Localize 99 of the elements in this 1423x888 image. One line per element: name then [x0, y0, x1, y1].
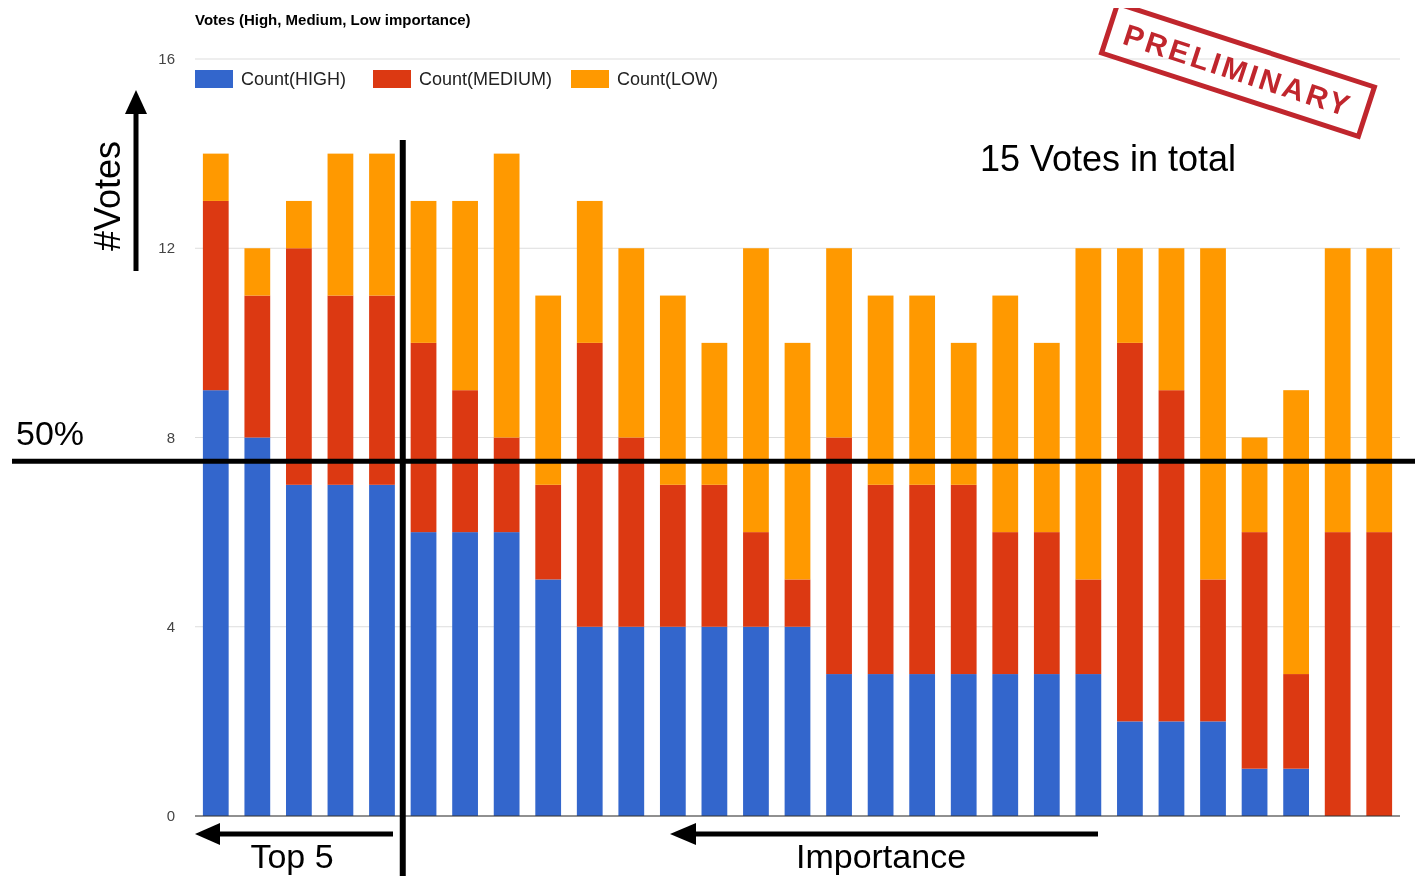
annotation: 15 Votes in total	[979, 138, 1237, 179]
bar	[1117, 248, 1143, 343]
bar	[410, 342, 437, 533]
bar	[618, 437, 645, 627]
bar	[493, 437, 520, 533]
bar	[202, 153, 229, 201]
bar	[286, 484, 312, 816]
y-tick-label: 0	[166, 807, 175, 824]
bar	[950, 484, 977, 675]
bar	[286, 248, 312, 485]
bar	[743, 532, 769, 627]
bar	[659, 295, 686, 485]
bar	[576, 200, 603, 343]
bar	[535, 579, 562, 816]
bar	[452, 532, 478, 816]
bar	[1200, 248, 1226, 580]
bar	[410, 532, 437, 816]
bar	[1158, 721, 1185, 816]
bar	[826, 248, 852, 438]
bar	[784, 626, 811, 816]
bar	[327, 153, 354, 296]
bar	[1324, 248, 1351, 533]
bar	[369, 295, 395, 485]
bar	[535, 484, 562, 580]
bar	[244, 248, 271, 296]
bar	[618, 248, 645, 438]
bar	[1241, 532, 1268, 769]
bar	[1158, 390, 1185, 722]
bar	[410, 200, 437, 343]
bar	[1117, 721, 1143, 816]
bar	[286, 200, 312, 249]
bar	[1283, 768, 1309, 816]
y-axis-title: #Votes	[87, 140, 128, 252]
bar	[369, 153, 395, 296]
bar	[659, 626, 686, 816]
bar	[909, 674, 936, 816]
bar	[784, 342, 811, 580]
bar	[867, 295, 894, 485]
bar	[909, 295, 936, 485]
text: Top 5	[250, 837, 334, 875]
bar	[493, 532, 520, 816]
legend-label: Count(MEDIUM)	[419, 69, 553, 89]
bar	[950, 342, 977, 485]
bar	[1075, 248, 1102, 580]
bar	[659, 484, 686, 627]
bar	[1200, 579, 1226, 722]
bar	[992, 532, 1019, 675]
bar	[701, 484, 728, 627]
bar	[1200, 721, 1226, 816]
bar	[867, 484, 894, 675]
bar	[950, 674, 977, 816]
bar	[452, 200, 478, 391]
bar	[327, 295, 354, 485]
bar	[244, 295, 271, 438]
text: 50%	[16, 414, 85, 453]
y-tick-label: 16	[158, 50, 175, 67]
bar	[701, 342, 728, 485]
y-tick-label: 4	[166, 617, 175, 635]
bar	[1283, 674, 1309, 769]
bar	[826, 674, 852, 816]
bar	[1366, 248, 1393, 533]
bar	[1283, 390, 1309, 675]
bar	[743, 626, 769, 816]
bar	[369, 484, 395, 816]
bar	[1324, 532, 1351, 816]
bar	[992, 674, 1019, 816]
bar	[1033, 674, 1060, 816]
chart-title: Votes (High, Medium, Low importance)	[195, 11, 471, 28]
bar	[327, 484, 354, 816]
bar	[1033, 342, 1060, 533]
legend-label: Count(HIGH)	[241, 69, 347, 89]
bar	[743, 248, 769, 533]
bar	[452, 390, 478, 533]
bar	[535, 295, 562, 485]
y-tick-label: 8	[166, 428, 175, 446]
bar	[867, 674, 894, 816]
bar	[1033, 532, 1060, 675]
bar	[1366, 532, 1393, 816]
bar	[992, 295, 1019, 533]
bar	[1075, 579, 1102, 675]
legend-label: Count(LOW)	[617, 69, 719, 89]
bar	[493, 153, 520, 438]
bar	[784, 579, 811, 627]
bar	[202, 200, 229, 391]
bar	[909, 484, 936, 675]
bar	[576, 626, 603, 816]
bar	[244, 437, 271, 816]
bar	[1241, 768, 1268, 816]
bar	[701, 626, 728, 816]
bar	[576, 342, 603, 627]
bar	[826, 437, 852, 675]
x-axis-title: Importance	[795, 837, 967, 875]
bar	[1117, 342, 1143, 722]
bar	[618, 626, 645, 816]
bar	[1075, 674, 1102, 816]
y-tick-label: 12	[158, 239, 175, 257]
bar	[202, 390, 229, 816]
bar	[1241, 437, 1268, 533]
bar	[1158, 248, 1185, 391]
